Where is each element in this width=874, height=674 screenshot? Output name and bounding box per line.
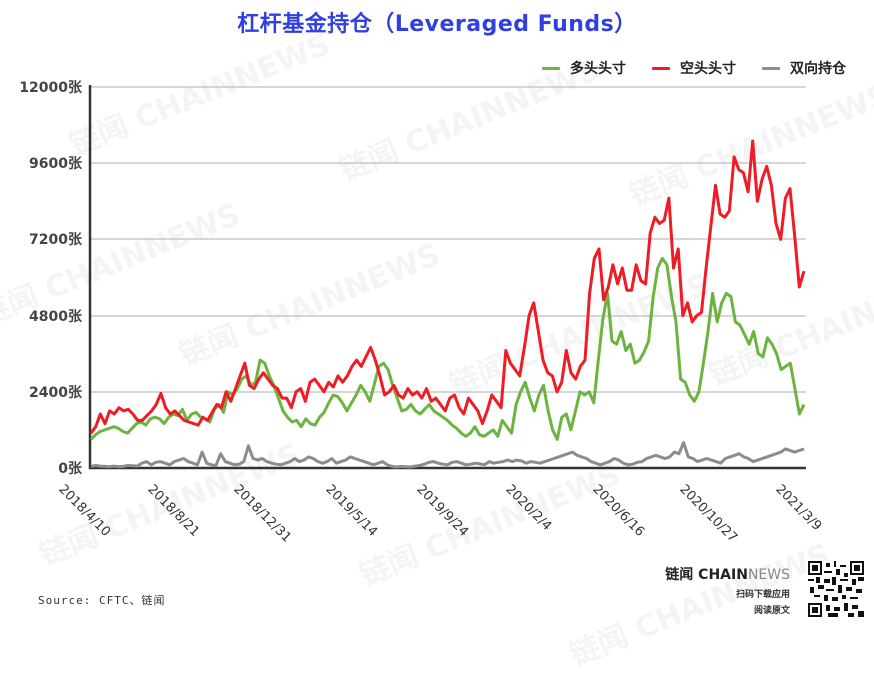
legend-swatch-spread [762, 66, 780, 70]
brand-chain: CHAIN [698, 567, 748, 583]
gridlines [90, 86, 806, 393]
legend-item-short[interactable]: 空头头寸 [652, 58, 736, 78]
series-line-short [89, 139, 806, 434]
y-tick-label: 12000张 [19, 80, 82, 96]
y-tick-label: 7200张 [29, 232, 82, 248]
legend-swatch-short [652, 66, 670, 70]
brand-news: NEWS [747, 567, 790, 583]
y-tick-label: 9600张 [29, 156, 82, 172]
series-line-long [89, 256, 806, 441]
y-tick-label: 4800张 [29, 309, 82, 325]
brand-tagline-2: 阅读原文 [753, 606, 790, 616]
brand-logo: 链闻 CHAINNEWS [665, 564, 790, 584]
chart-title: 杠杆基金持仓（Leveraged Funds） [237, 12, 637, 37]
qr-code-icon[interactable] [808, 561, 864, 617]
legend-label: 双向持仓 [790, 61, 846, 77]
plot-area [88, 85, 806, 470]
brand-block: 链闻 CHAINNEWS 扫码下载应用 阅读原文 [665, 564, 790, 616]
source-note: Source: CFTC、链闻 [38, 594, 166, 607]
y-tick-label: 0张 [58, 461, 82, 477]
series-line-spread [90, 441, 805, 469]
y-tick-label: 2400张 [29, 385, 82, 401]
legend-swatch-long [542, 66, 560, 70]
legend-label: 多头头寸 [570, 61, 626, 77]
legend: 多头头寸 空头头寸 双向持仓 [542, 58, 846, 78]
brand-cn: 链闻 [665, 567, 694, 583]
legend-item-spread[interactable]: 双向持仓 [762, 58, 846, 78]
brand-tagline-1: 扫码下载应用 [735, 590, 790, 600]
legend-item-long[interactable]: 多头头寸 [542, 58, 626, 78]
legend-label: 空头头寸 [680, 61, 736, 77]
